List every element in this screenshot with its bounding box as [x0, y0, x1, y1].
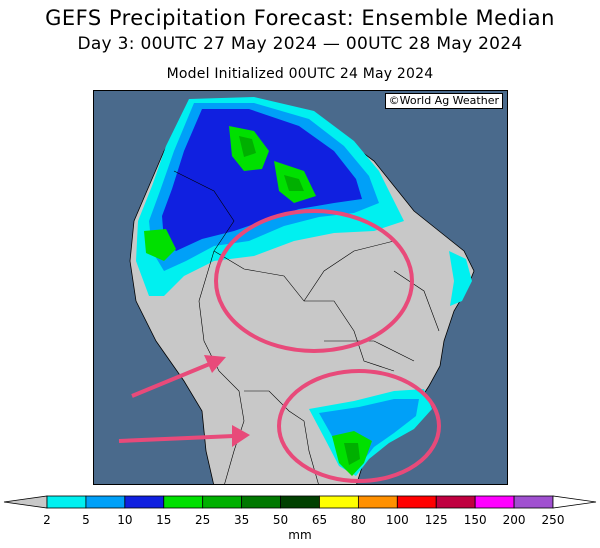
scale-swatch — [319, 495, 359, 509]
map-title: GEFS Precipitation Forecast: Ensemble Me… — [45, 6, 555, 30]
scale-swatch — [513, 495, 554, 509]
scale-tick-label: 150 — [463, 513, 487, 527]
precipitation-map: ©World Ag Weather — [93, 90, 508, 485]
scale-tick-label: 5 — [82, 513, 90, 527]
scale-tick-label: 80 — [350, 513, 367, 527]
country-borders — [173, 170, 440, 484]
scale-tick-label: 35 — [233, 513, 250, 527]
scale-arrow-high — [552, 495, 597, 509]
precip-zone-south-core — [344, 443, 360, 465]
color-scale-bar — [3, 495, 597, 509]
credit-label: ©World Ag Weather — [384, 93, 503, 109]
scale-swatch — [46, 495, 87, 509]
scale-swatch — [435, 495, 476, 509]
unit-label: mm — [288, 528, 312, 542]
scale-tick-label: 15 — [156, 513, 172, 527]
map-canvas — [94, 91, 507, 484]
precip-zone-north-heavy — [162, 109, 362, 251]
scale-tick-label: 2 — [43, 513, 51, 527]
scale-swatch — [474, 495, 515, 509]
arrow-south-shaft — [118, 434, 235, 443]
forecast-period: Day 3: 00UTC 27 May 2024 — 00UTC 28 May … — [77, 34, 523, 54]
scale-tick-label: 250 — [541, 513, 565, 527]
scale-swatch — [124, 495, 165, 509]
highlight-ellipse-north — [214, 209, 414, 353]
scale-tick-label: 10 — [117, 513, 133, 527]
model-init-time: Model Initialized 00UTC 24 May 2024 — [166, 66, 434, 82]
scale-tick-label: 25 — [195, 513, 211, 527]
scale-tick-label: 200 — [502, 513, 526, 527]
annotation-arrowheads — [204, 355, 250, 447]
scale-swatch — [202, 495, 243, 509]
scale-swatch — [241, 495, 281, 509]
scale-swatch — [163, 495, 204, 509]
annotation-overlay — [118, 209, 441, 483]
precip-zone-northeast — [449, 251, 472, 306]
highlight-ellipse-south — [277, 369, 441, 483]
scale-tick-label: 100 — [385, 513, 409, 527]
precip-zone-north-core — [144, 126, 316, 261]
scale-swatch — [280, 495, 320, 509]
scale-swatch — [357, 495, 398, 509]
scale-tick-label: 125 — [424, 513, 448, 527]
arrow-north-head — [204, 355, 226, 373]
arrow-north-shaft — [131, 361, 213, 398]
scale-swatch — [396, 495, 437, 509]
scale-tick-label: 50 — [272, 513, 289, 527]
arrow-south-head — [232, 425, 250, 447]
scale-tick-label: 65 — [311, 513, 328, 527]
scale-swatch — [85, 495, 126, 509]
precip-zone-north-max — [239, 136, 304, 191]
scale-arrow-low — [3, 495, 48, 509]
